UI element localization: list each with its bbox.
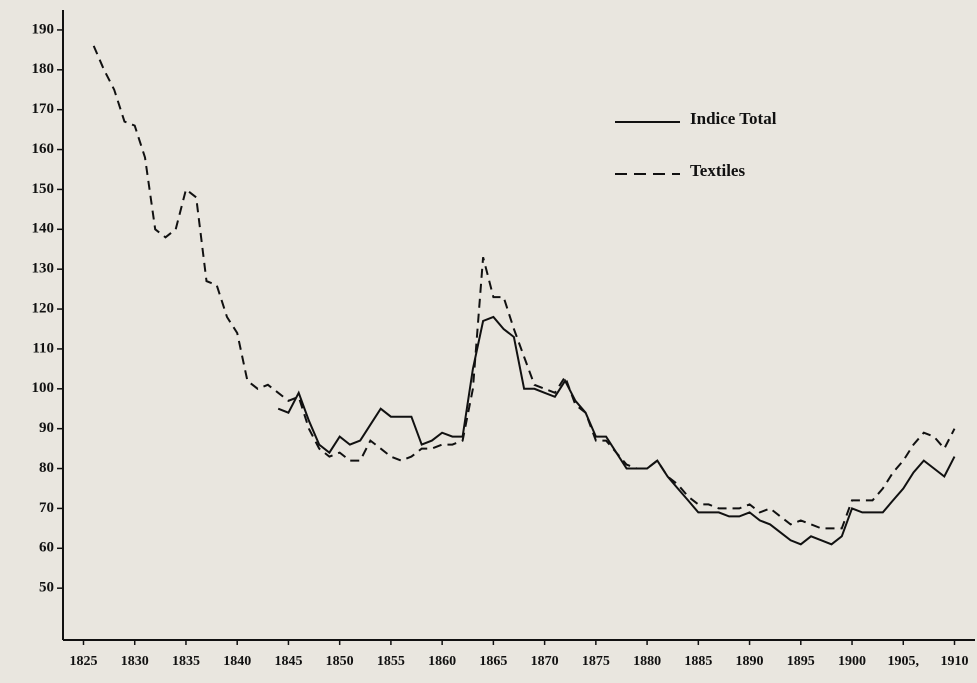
x-tick-label: 1855 [377,654,405,669]
line [92,45,956,530]
y-tick-label: 160 [32,141,55,157]
x-tick-label: 1865 [479,654,507,669]
x-tick-label: 1895 [787,654,815,669]
y-tick-label: 70 [39,500,54,516]
y-tick-label: 90 [39,420,54,436]
x-tick-label: 1825 [69,654,97,669]
y-tick-label: 140 [32,221,55,237]
x-tick-label: 1885 [684,654,712,669]
x-tick-label: 1890 [736,654,764,669]
y-tick-label: 80 [39,460,54,476]
x-tick-label: 1905, [888,654,920,669]
x-tick-label: 1830 [121,654,149,669]
y-tick-label: 190 [32,21,55,37]
y-tick-label: 180 [32,61,55,77]
y-tick-label: 120 [32,300,55,316]
y-tick-label: 150 [32,181,55,197]
y-tick-label: 170 [32,101,55,117]
x-tick-label: 1900 [838,654,866,669]
x-tick-label: 1875 [582,654,610,669]
x-tick-label: 1850 [326,654,354,669]
x-tick-label: 1845 [274,654,302,669]
x-tick-label: 1880 [633,654,661,669]
y-tick-label: 50 [39,580,54,596]
y-tick-label: 60 [39,540,54,556]
x-tick-label: 1840 [223,654,251,669]
y-tick-label: 110 [32,340,54,356]
x-tick-label: 1860 [428,654,456,669]
x-tick-label: 1870 [531,654,559,669]
legend-label: Textiles [690,161,745,180]
x-tick-label: 1910 [941,654,969,669]
y-tick-label: 100 [32,380,55,396]
legend-label: Indice Total [690,109,777,128]
y-tick-label: 130 [32,261,55,277]
x-tick-label: 1835 [172,654,200,669]
